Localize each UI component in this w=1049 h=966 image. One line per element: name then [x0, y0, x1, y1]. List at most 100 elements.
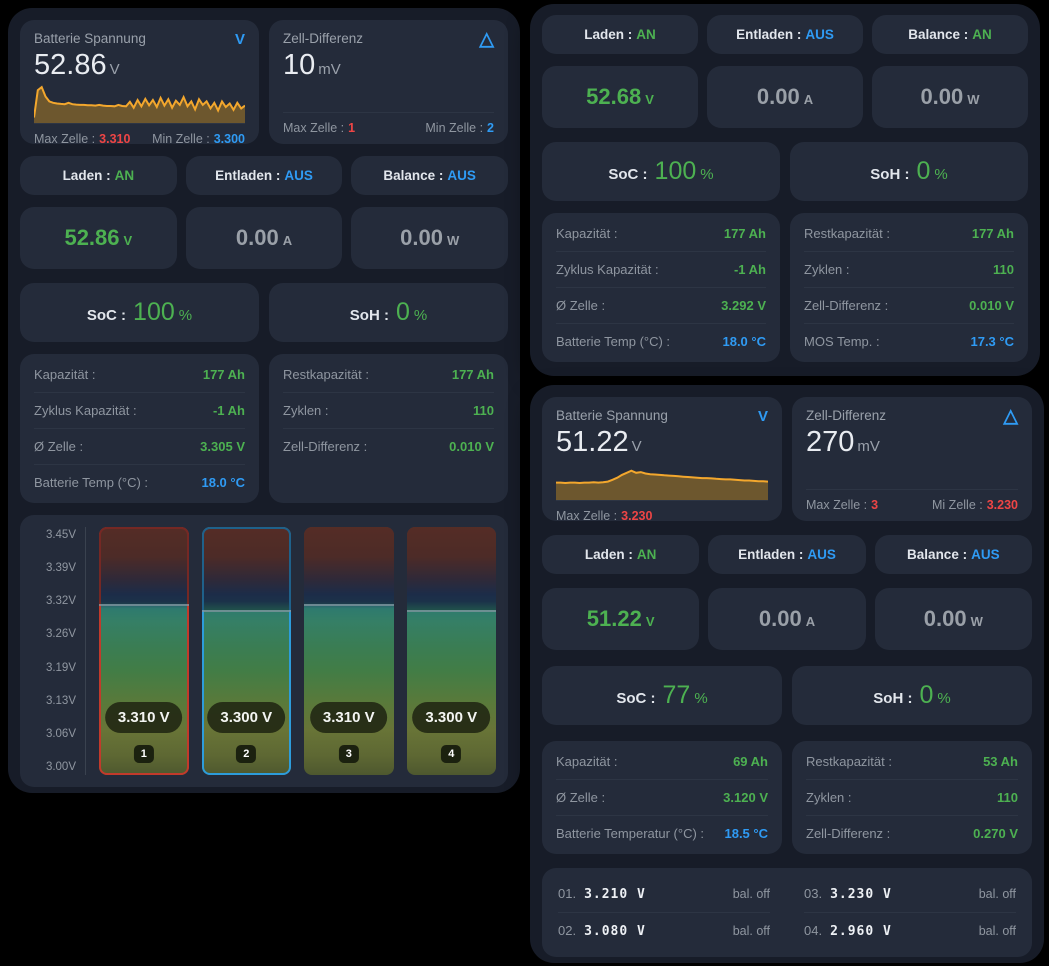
capacity-table: Kapazität :69 Ah Ø Zelle :3.120 V Batter… — [542, 741, 782, 854]
cell-number-badge: 2 — [236, 745, 257, 763]
cell-voltage-pill: 3.300 V — [412, 702, 491, 733]
max-cell-readout: Max Zelle :3 — [806, 498, 879, 512]
min-cell-readout: Min Zelle :3.300 — [152, 132, 245, 146]
current-measure[interactable]: 0.00 A — [185, 207, 343, 269]
current-measure[interactable]: 0.00 A — [708, 588, 866, 650]
table-row[interactable]: Zell-Differenz :0.010 V — [283, 439, 494, 454]
pack1-panel: Batterie Spannung V 52.86 V Max Zelle :3.… — [8, 8, 520, 793]
cell-bar-4[interactable]: 3.300 V 4 — [406, 527, 496, 775]
soh-card[interactable]: SoH :0% — [269, 283, 508, 342]
table-row[interactable]: Kapazität :177 Ah — [556, 216, 766, 252]
cell-number-badge: 3 — [338, 745, 359, 763]
delta-icon: △ — [479, 29, 494, 50]
soc-card[interactable]: SoC :77% — [542, 666, 782, 725]
table-row[interactable]: Batterie Temperatur (°C) :18.5 °C — [556, 826, 768, 841]
pack3-panel: Batterie Spannung V 51.22 V Max Zelle :3.… — [530, 385, 1044, 963]
cell-number-badge: 1 — [133, 745, 154, 763]
discharge-chip[interactable]: Entladen : AUS — [708, 535, 866, 574]
table-row[interactable]: Zyklus Kapazität : -1 Ah — [34, 393, 245, 429]
table-row[interactable]: Restkapazität :177 Ah — [283, 357, 494, 393]
cell-list-right-column: 03. 3.230 V bal. off 04. 2.960 V bal. of… — [804, 876, 1016, 949]
discharge-chip[interactable]: Entladen : AUS — [707, 15, 863, 54]
cell-list: 01. 3.210 V bal. off 02. 3.080 V bal. of… — [542, 868, 1032, 957]
balance-status: bal. off — [732, 887, 770, 901]
pack2-panel: Laden : AN Entladen : AUS Balance : AN 52.6… — [530, 4, 1040, 376]
table-row[interactable]: Ø Zelle :3.305 V — [34, 429, 245, 465]
voltage-icon: V — [234, 31, 245, 48]
pack3-battery-voltage-card[interactable]: Batterie Spannung V 51.22 V Max Zelle :3.… — [542, 397, 782, 523]
bar-unfilled-region — [304, 527, 394, 607]
voltage-sparkline — [34, 83, 245, 123]
voltage-measure[interactable]: 52.86 V — [20, 207, 177, 269]
delta-icon: △ — [1003, 406, 1018, 427]
table-row[interactable]: Zyklen :110 — [804, 252, 1014, 288]
list-item[interactable]: 01. 3.210 V bal. off — [558, 876, 770, 913]
balance-status: bal. off — [978, 924, 1016, 938]
pack1-battery-voltage-card[interactable]: Batterie Spannung V 52.86 V Max Zelle :3.… — [20, 20, 259, 146]
cell-voltage-pill: 3.310 V — [309, 702, 388, 733]
cell-bar-1[interactable]: 3.310 V 1 — [99, 527, 189, 775]
remaining-table: Restkapazität :53 Ah Zyklen :110 Zell-Di… — [792, 741, 1032, 854]
soh-card[interactable]: SoH :0% — [790, 142, 1028, 201]
min-cell-readout: Mi Zelle :3.230 — [932, 498, 1018, 512]
power-measure[interactable]: 0.00 W — [351, 207, 508, 269]
max-cell-readout: Max Zelle :1 — [283, 121, 356, 135]
table-row[interactable]: Restkapazität :53 Ah — [806, 744, 1018, 780]
balance-chip[interactable]: Balance : AUS — [351, 156, 508, 195]
balance-status: bal. off — [732, 924, 770, 938]
table-row[interactable]: Zyklen :110 — [806, 780, 1018, 816]
soc-card[interactable]: SoC :100% — [542, 142, 780, 201]
bar-unfilled-region — [201, 527, 291, 612]
table-row[interactable]: Restkapazität :177 Ah — [804, 216, 1014, 252]
max-cell-readout: Max Zelle :3.230 — [556, 509, 653, 523]
list-item[interactable]: 02. 3.080 V bal. off — [558, 923, 770, 939]
power-measure[interactable]: 0.00 W — [872, 66, 1028, 128]
bar-unfilled-region — [99, 527, 189, 607]
card-title: Zell-Differenz — [283, 31, 364, 46]
cell-voltage-pill: 3.310 V — [104, 702, 183, 733]
table-row[interactable]: Zyklus Kapazität : -1 Ah — [556, 252, 766, 288]
cell-bar-2[interactable]: 3.300 V 2 — [201, 527, 291, 775]
diff-value: 270 mV — [806, 426, 880, 459]
soh-card[interactable]: SoH :0% — [792, 666, 1032, 725]
table-row[interactable]: Kapazität :177 Ah — [34, 357, 245, 393]
table-row[interactable]: Kapazität :69 Ah — [556, 744, 768, 780]
table-row[interactable]: Batterie Temp (°C) :18.0 °C — [556, 334, 766, 349]
card-title: Zell-Differenz — [806, 408, 887, 423]
list-item[interactable]: 04. 2.960 V bal. off — [804, 923, 1016, 939]
capacity-table: Kapazität :177 Ah Zyklus Kapazität : -1 A… — [20, 354, 259, 503]
voltage-measure[interactable]: 51.22 V — [542, 588, 700, 650]
voltage-sparkline — [556, 460, 768, 500]
table-row[interactable]: Zell-Differenz :0.270 V — [806, 826, 1018, 841]
discharge-chip[interactable]: Entladen : AUS — [185, 156, 343, 195]
table-row[interactable]: Ø Zelle :3.292 V — [556, 288, 766, 324]
cell-bars-chart: 3.45V 3.39V 3.32V 3.26V 3.19V 3.13V 3.06… — [20, 515, 508, 787]
voltage-measure[interactable]: 52.68 V — [542, 66, 698, 128]
balance-chip[interactable]: Balance : AN — [872, 15, 1028, 54]
card-title: Batterie Spannung — [556, 408, 668, 423]
balance-chip[interactable]: Balance : AUS — [874, 535, 1032, 574]
y-axis: 3.45V 3.39V 3.32V 3.26V 3.19V 3.13V 3.06… — [26, 527, 86, 775]
charge-chip[interactable]: Laden : AN — [542, 535, 700, 574]
pack3-cell-diff-card[interactable]: Zell-Differenz △ 270 mV Max Zelle :3 Mi Z… — [792, 397, 1032, 521]
cell-voltage-pill: 3.300 V — [207, 702, 286, 733]
diff-value: 10 mV — [283, 49, 341, 82]
current-measure[interactable]: 0.00 A — [707, 66, 863, 128]
table-row[interactable]: Zyklen :110 — [283, 393, 494, 429]
table-row[interactable]: Ø Zelle :3.120 V — [556, 780, 768, 816]
power-measure[interactable]: 0.00 W — [874, 588, 1032, 650]
table-row[interactable]: MOS Temp. :17.3 °C — [804, 334, 1014, 349]
table-row[interactable]: Zell-Differenz :0.010 V — [804, 288, 1014, 324]
remaining-table: Restkapazität :177 Ah Zyklen :110 Zell-D… — [790, 213, 1028, 362]
voltage-value: 51.22 V — [556, 426, 642, 458]
soc-card[interactable]: SoC :100% — [20, 283, 259, 342]
pack1-cell-diff-card[interactable]: Zell-Differenz △ 10 mV Max Zelle :1 Min Z… — [269, 20, 508, 144]
list-item[interactable]: 03. 3.230 V bal. off — [804, 876, 1016, 913]
table-row[interactable]: Batterie Temp (°C) :18.0 °C — [34, 475, 245, 490]
charge-chip[interactable]: Laden : AN — [542, 15, 698, 54]
charge-chip[interactable]: Laden : AN — [20, 156, 177, 195]
capacity-table: Kapazität :177 Ah Zyklus Kapazität : -1 A… — [542, 213, 780, 362]
cell-bar-3[interactable]: 3.310 V 3 — [304, 527, 394, 775]
card-title: Batterie Spannung — [34, 31, 146, 46]
